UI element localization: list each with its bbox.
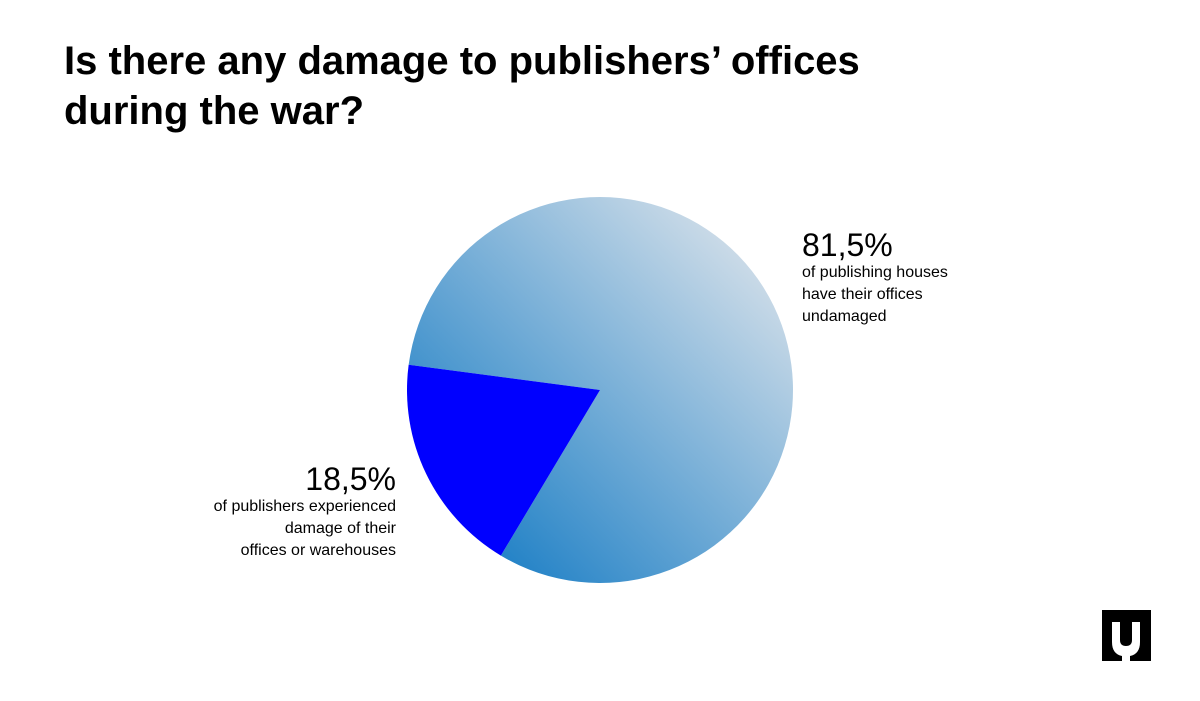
logo [1102,610,1151,662]
value-label: 81,5% [802,227,893,263]
pie-slice [408,196,793,583]
pie-slice [407,364,600,556]
slice-description: of publishers experienced [213,498,396,515]
chart-title: Is there any damage to publishers’ offic… [64,39,860,133]
value-label: 18,5% [305,461,396,497]
slice-description: damage of their [284,520,396,537]
slice-label: 18,5% of publishers experienced damage of … [214,462,396,562]
slice-description: offices or warehouses [240,542,396,559]
slice-label: 81,5% of publishing houses have their offi… [802,228,948,328]
slice-description: of publishing houses [802,264,948,281]
slice-description: have their offices [802,286,923,303]
slice-description: undamaged [802,308,887,325]
